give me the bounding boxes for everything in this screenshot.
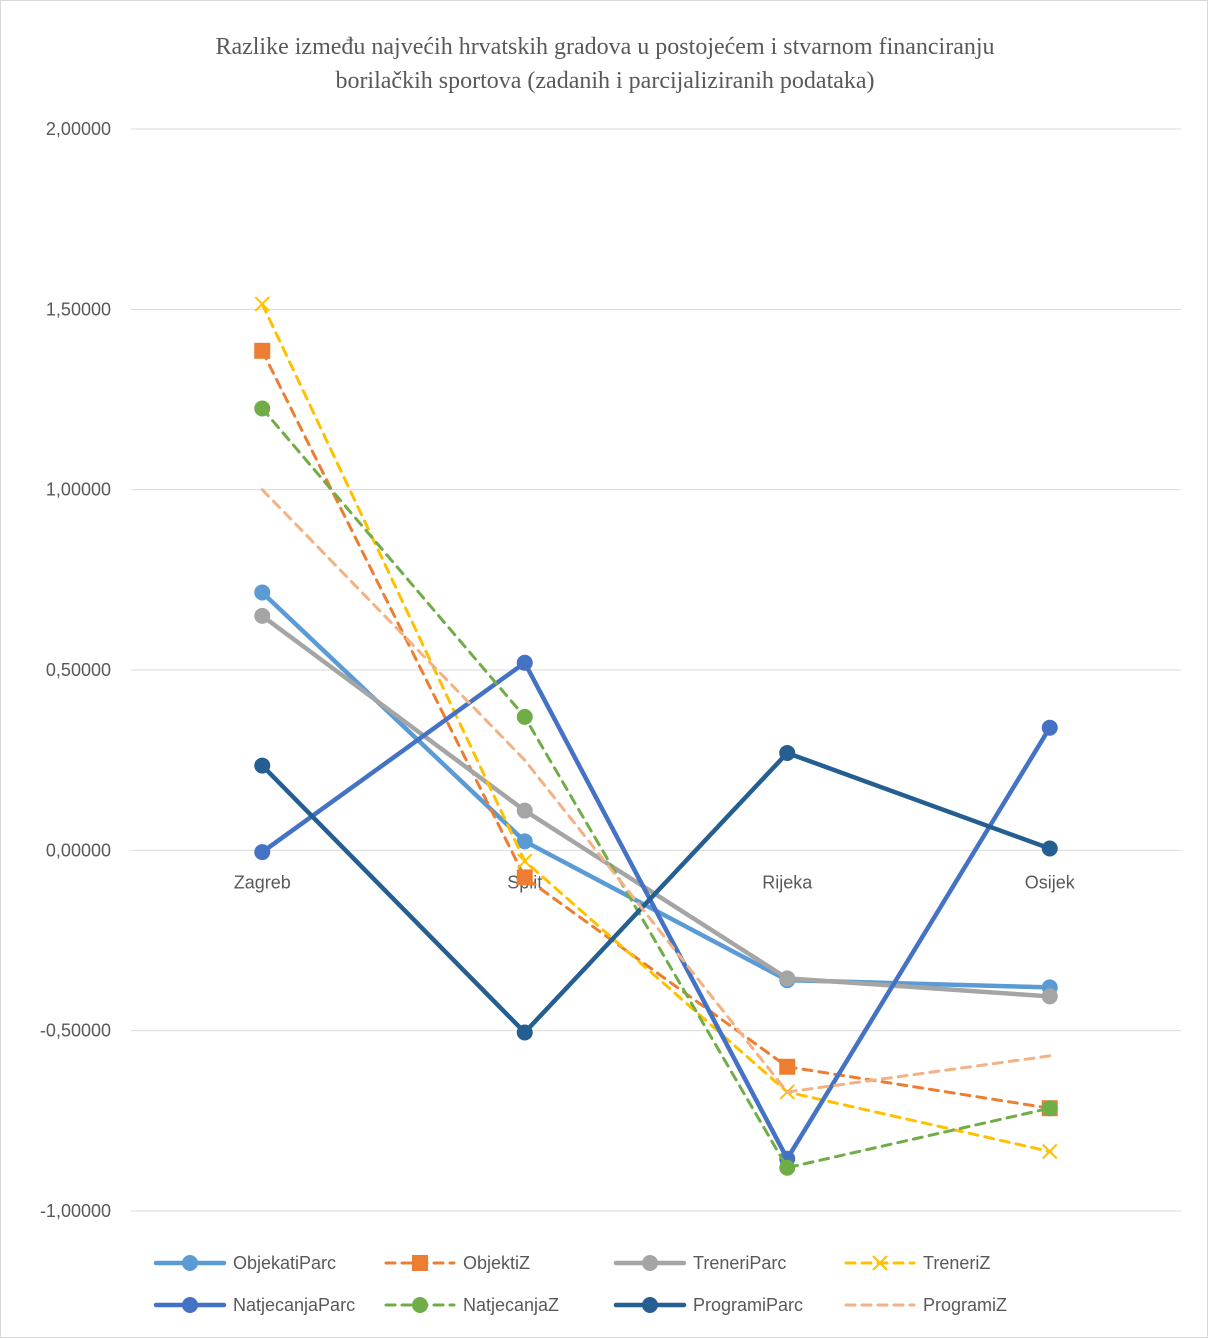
legend-item-natjecanjaparc: NatjecanjaParc	[153, 1295, 355, 1315]
data-point-objektiz	[254, 342, 271, 359]
data-point-natjecanjaz	[779, 1159, 796, 1176]
legend-label-natjecanjaz: NatjecanjaZ	[463, 1295, 559, 1315]
data-point-natjecanjaparc	[254, 844, 271, 861]
x-tick-label-zagreb: Zagreb	[234, 872, 291, 892]
data-point-objektiz	[779, 1058, 796, 1075]
chart-title-line-1: Razlike između najvećih hrvatskih gradov…	[215, 34, 994, 60]
series-programiparc	[254, 744, 1058, 1041]
legend-marker-treneriz-stroke-b	[872, 1255, 888, 1271]
data-point-treneriz-stroke-b	[254, 296, 270, 312]
legend-marker-objektiz	[412, 1255, 428, 1271]
data-point-programiparc	[1041, 840, 1058, 857]
data-point-natjecanjaz	[1041, 1100, 1058, 1117]
series-objektiz	[254, 342, 1058, 1117]
series-line-programiz	[260, 488, 1052, 1094]
data-point-natjecanjaparc	[516, 654, 533, 671]
legend-item-treneriparc: TreneriParc	[613, 1253, 786, 1273]
chart-title-line-2: borilačkih sportova (zadanih i parcijali…	[335, 68, 874, 94]
legend-item-programiparc: ProgramiParc	[613, 1295, 803, 1315]
series-line-natjecanjaz	[260, 407, 1052, 1170]
x-axis-tick-labels: ZagrebSplitRijekaOsijek	[234, 872, 1076, 892]
series-lines	[254, 296, 1058, 1176]
legend: ObjekatiParc ObjektiZ TreneriParc TreneriZ N…	[153, 1253, 1007, 1315]
legend-label-programiparc: ProgramiParc	[693, 1295, 803, 1315]
legend-label-treneriparc: TreneriParc	[693, 1253, 786, 1273]
y-tick-label: -1,00000	[40, 1201, 111, 1221]
data-point-treneriparc	[254, 607, 271, 624]
y-tick-label: 1,50000	[46, 299, 111, 319]
legend-item-programiz: ProgramiZ	[844, 1295, 1007, 1315]
data-point-treneriz	[1042, 1143, 1058, 1160]
legend-item-objekatiparc: ObjekatiParc	[153, 1253, 336, 1273]
data-point-treneriz	[517, 853, 533, 869]
data-point-natjecanjaz	[516, 708, 533, 725]
data-point-objektiz	[516, 869, 533, 886]
data-point-treneriz-stroke-b	[1042, 1143, 1058, 1160]
data-point-treneriparc	[516, 802, 533, 819]
series-natjecanjaz	[254, 400, 1058, 1176]
series-treneriz	[254, 296, 1058, 1160]
legend-marker-treneriz	[872, 1255, 888, 1271]
y-tick-label: 2,00000	[46, 119, 111, 139]
series-objekatiparc	[254, 584, 1058, 996]
y-tick-label: 0,00000	[46, 840, 111, 860]
series-line-treneriz	[260, 302, 1052, 1153]
legend-marker-natjecanjaparc	[182, 1297, 198, 1313]
legend-marker-programiparc	[642, 1297, 658, 1313]
legend-marker-treneriparc	[642, 1255, 658, 1271]
legend-item-objektiz: ObjektiZ	[384, 1253, 530, 1273]
x-tick-label-rijeka: Rijeka	[762, 872, 813, 892]
legend-label-programiz: ProgramiZ	[923, 1295, 1007, 1315]
data-point-treneriparc	[779, 970, 796, 987]
data-point-programiparc	[779, 744, 796, 761]
legend-label-objektiz: ObjektiZ	[463, 1253, 530, 1273]
y-tick-label: -0,50000	[40, 1021, 111, 1041]
data-point-natjecanjaz	[254, 400, 271, 417]
series-line-objektiz	[260, 349, 1052, 1110]
legend-label-objekatiparc: ObjekatiParc	[233, 1253, 336, 1273]
series-line-programiparc	[260, 750, 1052, 1035]
x-tick-label-osijek: Osijek	[1025, 872, 1076, 892]
data-point-objekatiparc	[254, 584, 271, 601]
series-line-natjecanjaparc	[260, 660, 1052, 1161]
data-point-programiparc	[516, 1024, 533, 1041]
y-axis-tick-labels: 2,00000 1,50000 1,00000 0,50000 0,00000 -0,50…	[40, 119, 111, 1221]
chart-title: Razlike između najvećih hrvatskih gradov…	[215, 34, 994, 94]
data-point-treneriz	[254, 296, 270, 312]
legend-item-natjecanjaz: NatjecanjaZ	[384, 1295, 559, 1315]
data-point-natjecanjaparc	[1041, 719, 1058, 736]
series-line-objekatiparc	[260, 590, 1052, 990]
legend-label-treneriz: TreneriZ	[923, 1253, 990, 1273]
data-point-programiparc	[254, 757, 271, 774]
legend-label-natjecanjaparc: NatjecanjaParc	[233, 1295, 355, 1315]
gridlines	[131, 128, 1181, 1212]
legend-item-treneriz: TreneriZ	[844, 1253, 990, 1273]
y-tick-label: 0,50000	[46, 660, 111, 680]
legend-marker-objekatiparc	[182, 1255, 198, 1271]
y-tick-label: 1,00000	[46, 480, 111, 500]
data-point-treneriz-stroke-b	[517, 853, 533, 869]
legend-marker-natjecanjaz	[412, 1297, 428, 1313]
data-point-objekatiparc	[516, 833, 533, 850]
series-programiz	[260, 488, 1052, 1094]
data-point-treneriparc	[1041, 988, 1058, 1005]
series-natjecanjaparc	[254, 654, 1058, 1167]
